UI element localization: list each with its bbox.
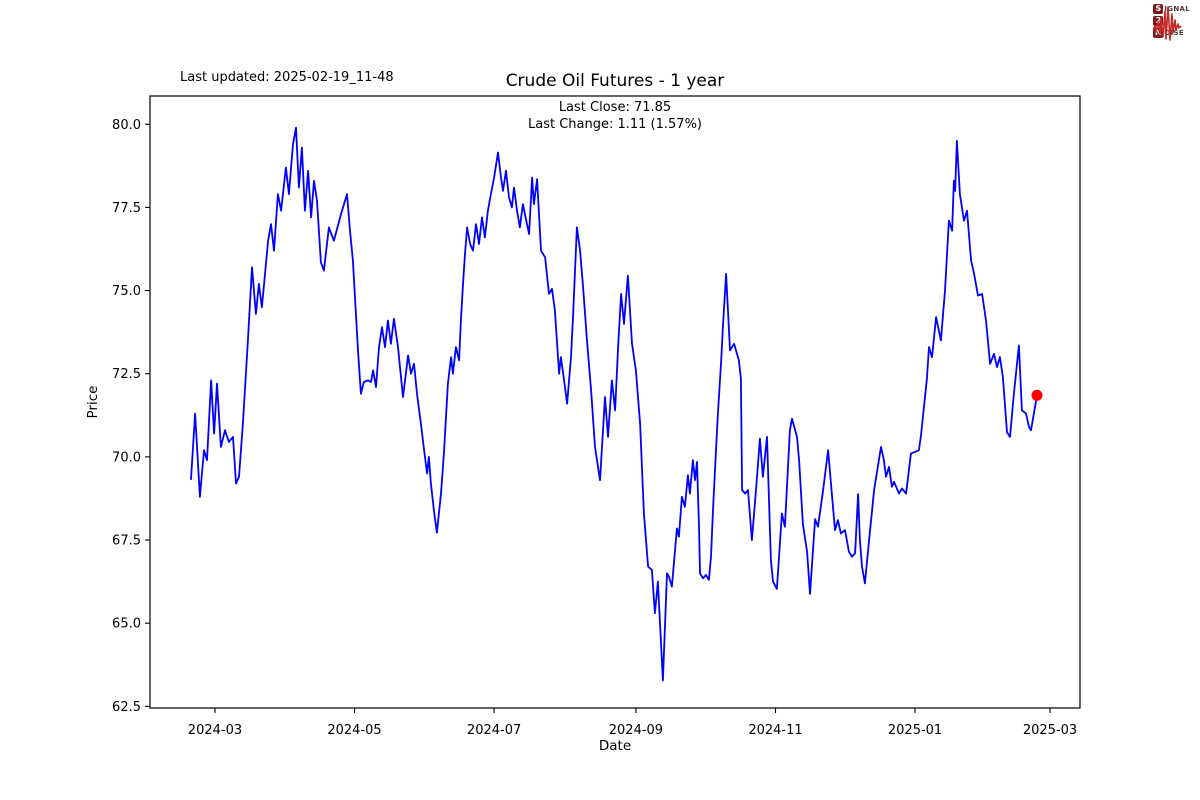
y-tick-label: 75.0 [112, 284, 141, 299]
signal2noise-logo: S IGNAL 2 N OISE [1153, 3, 1190, 41]
logo-badge-s: S [1153, 3, 1164, 14]
y-tick-label: 77.5 [112, 201, 141, 216]
last-updated-label: Last updated: 2025-02-19_11-48 [180, 70, 394, 85]
x-tick-label: 2024-09 [609, 723, 663, 738]
x-tick-label: 2024-11 [748, 723, 802, 738]
last-price-marker [1031, 389, 1043, 401]
y-tick-label: 72.5 [112, 367, 141, 382]
y-tick-label: 65.0 [112, 617, 141, 632]
y-axis-label: Price [85, 386, 101, 419]
y-tick-label: 70.0 [112, 450, 141, 465]
axes-frame [149, 95, 1081, 709]
price-line [190, 126, 1038, 682]
y-tick-label: 67.5 [112, 534, 141, 549]
waveform-icon [1153, 6, 1182, 41]
logo-badge-2: 2 [1153, 15, 1164, 26]
x-tick-label: 2024-05 [327, 723, 381, 738]
x-tick-label: 2024-07 [467, 723, 521, 738]
x-tick-label: 2024-03 [188, 723, 242, 738]
y-tick-label: 62.5 [112, 700, 141, 715]
chart-annotation: Last Close: 71.85 Last Change: 1.11 (1.5… [150, 99, 1080, 133]
last-change-text: Last Change: 1.11 (1.57%) [527, 117, 702, 132]
logo-badge-n: N [1153, 27, 1164, 38]
x-axis-label: Date [599, 738, 631, 754]
logo-word-signal: IGNAL [1164, 4, 1190, 13]
y-tick-label: 80.0 [112, 118, 141, 133]
last-close-text: Last Close: 71.85 [558, 100, 672, 115]
x-tick-label: 2025-03 [1023, 723, 1077, 738]
x-tick-label: 2025-01 [888, 723, 942, 738]
chart-title: Crude Oil Futures - 1 year [505, 71, 725, 91]
